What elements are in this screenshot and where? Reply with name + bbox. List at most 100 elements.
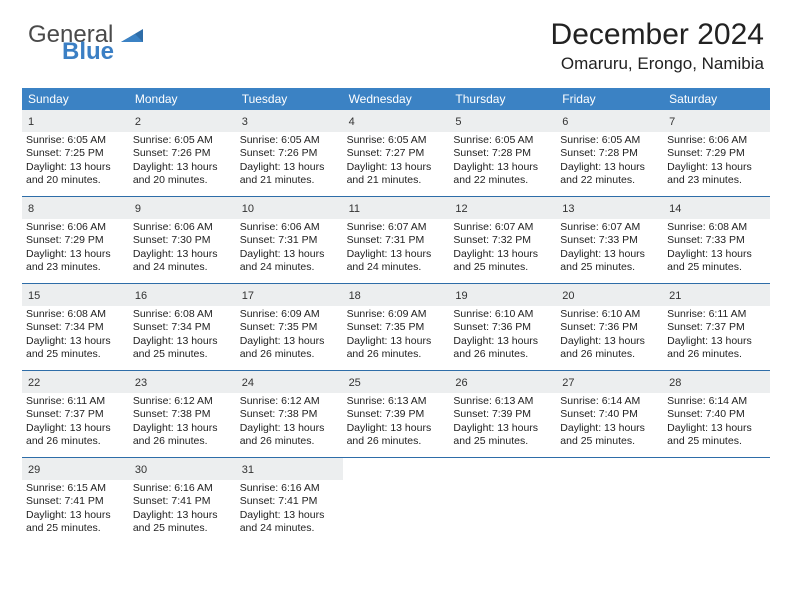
day-cell bbox=[343, 458, 450, 544]
day-cell: 13Sunrise: 6:07 AMSunset: 7:33 PMDayligh… bbox=[556, 197, 663, 283]
day-info-line: Sunset: 7:34 PM bbox=[26, 321, 125, 334]
day-info-line: Daylight: 13 hours bbox=[26, 248, 125, 261]
day-cell: 14Sunrise: 6:08 AMSunset: 7:33 PMDayligh… bbox=[663, 197, 770, 283]
day-info-line: Daylight: 13 hours bbox=[133, 422, 232, 435]
day-info-line: Daylight: 13 hours bbox=[26, 422, 125, 435]
day-info-line: Daylight: 13 hours bbox=[453, 248, 552, 261]
day-number: 27 bbox=[562, 377, 574, 389]
day-cell: 6Sunrise: 6:05 AMSunset: 7:28 PMDaylight… bbox=[556, 110, 663, 196]
day-cell: 28Sunrise: 6:14 AMSunset: 7:40 PMDayligh… bbox=[663, 371, 770, 457]
day-info-line: and 23 minutes. bbox=[26, 261, 125, 274]
day-info-line: and 21 minutes. bbox=[347, 174, 446, 187]
day-info-line: Daylight: 13 hours bbox=[133, 161, 232, 174]
day-info-line: Sunset: 7:30 PM bbox=[133, 234, 232, 247]
day-info-line: Daylight: 13 hours bbox=[667, 335, 766, 348]
logo-text-blue: Blue bbox=[28, 41, 143, 64]
day-info-line: Sunrise: 6:07 AM bbox=[453, 221, 552, 234]
day-info-line: Sunrise: 6:10 AM bbox=[560, 308, 659, 321]
daynum-row: 19 bbox=[449, 284, 556, 306]
day-info-line: Daylight: 13 hours bbox=[26, 509, 125, 522]
day-info-line: Sunrise: 6:09 AM bbox=[240, 308, 339, 321]
day-cell: 16Sunrise: 6:08 AMSunset: 7:34 PMDayligh… bbox=[129, 284, 236, 370]
day-cell: 27Sunrise: 6:14 AMSunset: 7:40 PMDayligh… bbox=[556, 371, 663, 457]
day-number: 5 bbox=[455, 116, 461, 128]
daynum-row: 27 bbox=[556, 371, 663, 393]
daynum-row: 13 bbox=[556, 197, 663, 219]
day-number: 6 bbox=[562, 116, 568, 128]
dayname: Monday bbox=[129, 88, 236, 110]
day-number: 29 bbox=[28, 464, 40, 476]
day-info-line: Daylight: 13 hours bbox=[133, 335, 232, 348]
day-info-line: Sunrise: 6:16 AM bbox=[240, 482, 339, 495]
day-info-line: Sunset: 7:41 PM bbox=[26, 495, 125, 508]
daynum-row: 25 bbox=[343, 371, 450, 393]
day-info-line: Sunrise: 6:12 AM bbox=[240, 395, 339, 408]
week-row: 8Sunrise: 6:06 AMSunset: 7:29 PMDaylight… bbox=[22, 197, 770, 284]
day-number: 26 bbox=[455, 377, 467, 389]
day-number: 7 bbox=[669, 116, 675, 128]
day-info-line: and 25 minutes. bbox=[453, 261, 552, 274]
week-row: 15 Sunrise: 6:08 AM Sunset: 7:34 PM Dayligh… bbox=[22, 284, 770, 371]
day-cell: 2Sunrise: 6:05 AMSunset: 7:26 PMDaylight… bbox=[129, 110, 236, 196]
day-info-line: and 26 minutes. bbox=[347, 348, 446, 361]
day-info-line: and 25 minutes. bbox=[133, 348, 232, 361]
location-subtitle: Omaruru, Erongo, Namibia bbox=[551, 54, 764, 74]
day-info-line: Sunrise: 6:14 AM bbox=[560, 395, 659, 408]
dayname: Sunday bbox=[22, 88, 129, 110]
day-number: 15 bbox=[28, 290, 40, 302]
day-info-line: Daylight: 13 hours bbox=[133, 248, 232, 261]
day-info-line: Daylight: 13 hours bbox=[453, 422, 552, 435]
day-info-line: Daylight: 13 hours bbox=[240, 422, 339, 435]
day-number: 21 bbox=[669, 290, 681, 302]
day-info-line: Sunset: 7:33 PM bbox=[667, 234, 766, 247]
day-info-line: Sunset: 7:36 PM bbox=[560, 321, 659, 334]
dayname: Tuesday bbox=[236, 88, 343, 110]
day-info-line: Sunrise: 6:07 AM bbox=[347, 221, 446, 234]
day-number: 22 bbox=[28, 377, 40, 389]
day-cell: 4Sunrise: 6:05 AMSunset: 7:27 PMDaylight… bbox=[343, 110, 450, 196]
day-info-line: Sunset: 7:28 PM bbox=[453, 147, 552, 160]
day-info-line: Daylight: 13 hours bbox=[347, 248, 446, 261]
day-info-line: Sunset: 7:25 PM bbox=[26, 147, 125, 160]
day-number: 20 bbox=[562, 290, 574, 302]
day-cell: 11Sunrise: 6:07 AMSunset: 7:31 PMDayligh… bbox=[343, 197, 450, 283]
day-number: 23 bbox=[135, 377, 147, 389]
day-number: 10 bbox=[242, 203, 254, 215]
day-info-line: and 25 minutes. bbox=[667, 435, 766, 448]
day-info-line: Sunrise: 6:14 AM bbox=[667, 395, 766, 408]
day-info-line: and 25 minutes. bbox=[560, 435, 659, 448]
daynum-row: 24 bbox=[236, 371, 343, 393]
header: General Blue December 2024 Omaruru, Eron… bbox=[0, 0, 792, 82]
daynum-row: 16 bbox=[129, 284, 236, 306]
daynum-row: 3 bbox=[236, 110, 343, 132]
day-number: 4 bbox=[349, 116, 355, 128]
day-cell: 8Sunrise: 6:06 AMSunset: 7:29 PMDaylight… bbox=[22, 197, 129, 283]
day-info-line: Daylight: 13 hours bbox=[453, 161, 552, 174]
logo: General Blue bbox=[28, 18, 143, 64]
day-info-line: Sunrise: 6:11 AM bbox=[26, 395, 125, 408]
day-cell: 23Sunrise: 6:12 AMSunset: 7:38 PMDayligh… bbox=[129, 371, 236, 457]
day-cell: 9Sunrise: 6:06 AMSunset: 7:30 PMDaylight… bbox=[129, 197, 236, 283]
dayname: Friday bbox=[556, 88, 663, 110]
day-cell: 7Sunrise: 6:06 AMSunset: 7:29 PMDaylight… bbox=[663, 110, 770, 196]
day-info-line: Sunset: 7:37 PM bbox=[26, 408, 125, 421]
day-info-line: Sunrise: 6:08 AM bbox=[133, 308, 232, 321]
day-number: 31 bbox=[242, 464, 254, 476]
day-cell: 30Sunrise: 6:16 AMSunset: 7:41 PMDayligh… bbox=[129, 458, 236, 544]
dayname: Saturday bbox=[663, 88, 770, 110]
day-info-line: and 20 minutes. bbox=[133, 174, 232, 187]
day-info-line: Sunrise: 6:16 AM bbox=[133, 482, 232, 495]
week-row: 29Sunrise: 6:15 AMSunset: 7:41 PMDayligh… bbox=[22, 458, 770, 544]
day-info-line: and 25 minutes. bbox=[453, 435, 552, 448]
dayname: Thursday bbox=[449, 88, 556, 110]
daynum-row: 12 bbox=[449, 197, 556, 219]
day-number: 13 bbox=[562, 203, 574, 215]
daynum-row: 1 bbox=[22, 110, 129, 132]
day-info-line: Sunset: 7:26 PM bbox=[133, 147, 232, 160]
daynum-row: 15 bbox=[22, 284, 129, 306]
day-cell: 29Sunrise: 6:15 AMSunset: 7:41 PMDayligh… bbox=[22, 458, 129, 544]
day-number: 16 bbox=[135, 290, 147, 302]
day-info-line: and 25 minutes. bbox=[26, 522, 125, 535]
day-info-line: Sunrise: 6:06 AM bbox=[240, 221, 339, 234]
day-info-line: and 25 minutes. bbox=[133, 522, 232, 535]
